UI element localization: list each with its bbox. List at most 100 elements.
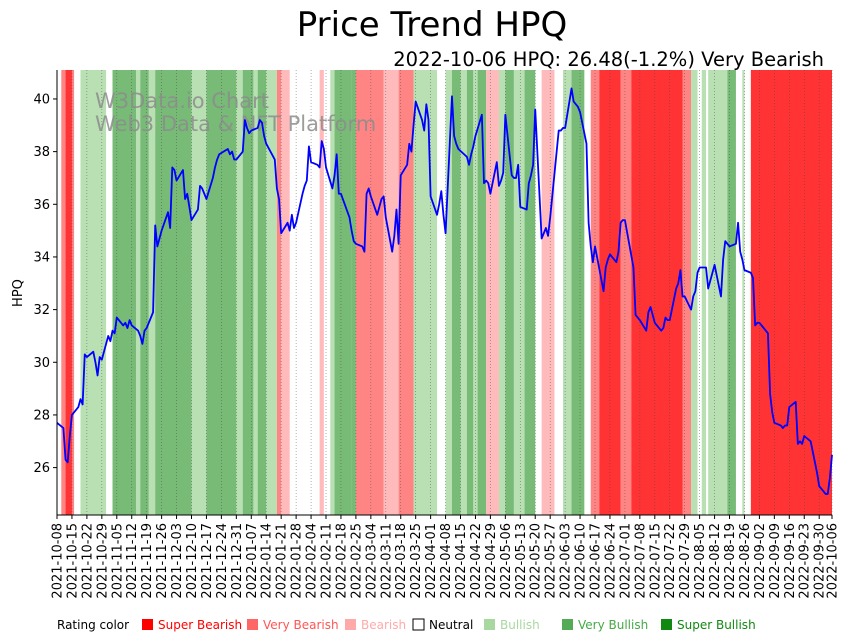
legend-item-super_bullish: Super Bullish — [677, 618, 756, 632]
x-tick-label: 2022-07-01 — [618, 523, 633, 599]
x-tick-label: 2021-12-17 — [200, 523, 215, 599]
legend-swatch-neutral — [412, 618, 425, 631]
rating-band-bullish — [445, 70, 452, 515]
rating-band-very_bearish — [355, 70, 384, 515]
rating-band-bullish — [413, 70, 438, 515]
x-tick-label: 2022-06-10 — [574, 523, 589, 599]
rating-band-very_bullish — [571, 70, 585, 515]
rating-band-super_bearish — [65, 70, 72, 515]
rating-band-bullish — [498, 70, 506, 515]
rating-band-bullish — [330, 70, 335, 515]
rating-band-very_bearish — [71, 70, 75, 515]
rating-bands — [61, 70, 832, 515]
rating-band-very_bullish — [477, 70, 487, 515]
x-tick-label: 2022-09-16 — [783, 523, 798, 599]
legend-item-neutral: Neutral — [429, 618, 473, 632]
legend-swatch-very_bullish — [562, 619, 573, 630]
x-tick-label: 2022-05-20 — [529, 523, 544, 599]
rating-band-bullish — [701, 70, 707, 515]
x-tick-label: 2021-10-22 — [80, 523, 95, 599]
y-tick-label: 40 — [33, 92, 50, 107]
x-tick-label: 2022-06-03 — [559, 523, 574, 599]
x-tick-label: 2022-03-11 — [379, 523, 394, 599]
x-tick-label: 2022-04-01 — [424, 523, 439, 599]
legend-swatch-bullish — [484, 619, 495, 630]
x-tick-label: 2022-05-13 — [514, 523, 529, 599]
x-tick-label: 2022-06-24 — [603, 523, 618, 599]
y-tick-label: 32 — [33, 303, 50, 318]
x-tick-label: 2022-09-02 — [753, 523, 768, 599]
rating-band-very_bearish — [682, 70, 692, 515]
x-tick-label: 2022-04-22 — [469, 523, 484, 599]
x-tick-label: 2021-11-05 — [110, 523, 125, 599]
x-tick-label: 2021-12-31 — [230, 523, 245, 599]
x-tick-label: 2022-07-29 — [678, 523, 693, 599]
rating-band-bearish — [541, 70, 555, 515]
y-tick-label: 36 — [33, 198, 50, 213]
watermark-line-1: W3Data.io Chart — [95, 89, 269, 113]
x-tick-label: 2022-07-15 — [648, 523, 663, 599]
rating-band-very_bullish — [112, 70, 136, 515]
legend-item-very_bullish: Very Bullish — [578, 618, 648, 632]
x-tick-label: 2022-04-29 — [484, 523, 499, 599]
y-axis-ticks: 26 28 30 32 34 36 38 40 — [33, 92, 57, 476]
x-tick-label: 2022-06-17 — [589, 523, 604, 599]
rating-band-very_bullish — [242, 70, 254, 515]
legend-item-super_bearish: Super Bearish — [158, 618, 242, 632]
x-tick-label: 2021-10-29 — [95, 523, 110, 599]
rating-band-very_bearish — [620, 70, 632, 515]
rating-band-bullish — [460, 70, 467, 515]
price-line-series — [56, 87, 833, 495]
x-tick-label: 2022-01-28 — [290, 523, 305, 599]
y-tick-label: 38 — [33, 145, 50, 160]
x-tick-label: 2022-02-04 — [305, 523, 320, 599]
x-tick-label: 2022-09-30 — [813, 523, 828, 599]
rating-band-bullish — [80, 70, 107, 515]
x-tick-label: 2022-08-12 — [708, 523, 723, 599]
rating-band-bullish — [191, 70, 207, 515]
rating-band-bullish — [253, 70, 258, 515]
x-tick-label: 2022-08-05 — [693, 523, 708, 599]
x-tick-label: 2022-03-18 — [394, 523, 409, 599]
x-tick-label: 2022-08-26 — [738, 523, 753, 599]
x-tick-label: 2022-02-11 — [320, 523, 335, 599]
rating-band-very_bearish — [276, 70, 282, 515]
rating-band-very_bearish — [61, 70, 66, 515]
rating-band-bullish — [135, 70, 141, 515]
legend-swatch-bearish — [345, 619, 356, 630]
rating-band-very_bullish — [155, 70, 192, 515]
x-tick-label: 2022-09-23 — [798, 523, 813, 599]
x-tick-label: 2022-08-19 — [723, 523, 738, 599]
legend-swatch-super_bearish — [142, 619, 153, 630]
x-tick-label: 2022-04-15 — [454, 523, 469, 599]
rating-band-bearish — [383, 70, 399, 515]
x-tick-label: 2021-10-15 — [65, 523, 80, 599]
rating-band-very_bearish — [398, 70, 414, 515]
x-tick-label: 2022-05-27 — [544, 523, 559, 599]
x-tick-label: 2022-03-25 — [409, 523, 424, 599]
rating-band-bullish — [742, 70, 745, 515]
legend-label: Rating color — [57, 618, 129, 632]
chart-title: Price Trend HPQ — [297, 5, 567, 45]
rating-band-very_bullish — [524, 70, 536, 515]
rating-band-very_bullish — [351, 70, 356, 515]
rating-band-very_bullish — [466, 70, 474, 515]
x-tick-label: 2021-11-26 — [155, 523, 170, 599]
x-tick-label: 2022-01-07 — [245, 523, 260, 599]
watermark-line-2: Web3 Data & NFT Platform — [95, 112, 376, 136]
legend-swatch-super_bullish — [661, 619, 672, 630]
rating-band-bullish — [148, 70, 156, 515]
x-tick-label: 2022-07-22 — [663, 523, 678, 599]
rating-band-very_bullish — [505, 70, 514, 515]
y-tick-label: 30 — [33, 356, 50, 371]
x-tick-label: 2021-12-03 — [170, 523, 185, 599]
rating-band-bearish — [281, 70, 290, 515]
x-tick-label: 2022-01-14 — [260, 523, 275, 599]
x-tick-label: 2022-03-04 — [364, 523, 379, 599]
rating-band-very_bullish — [451, 70, 461, 515]
x-tick-label: 2021-11-12 — [125, 523, 140, 599]
x-tick-label: 2022-04-08 — [439, 523, 454, 599]
rating-band-bullish — [562, 70, 572, 515]
rating-band-very_bullish — [257, 70, 267, 515]
